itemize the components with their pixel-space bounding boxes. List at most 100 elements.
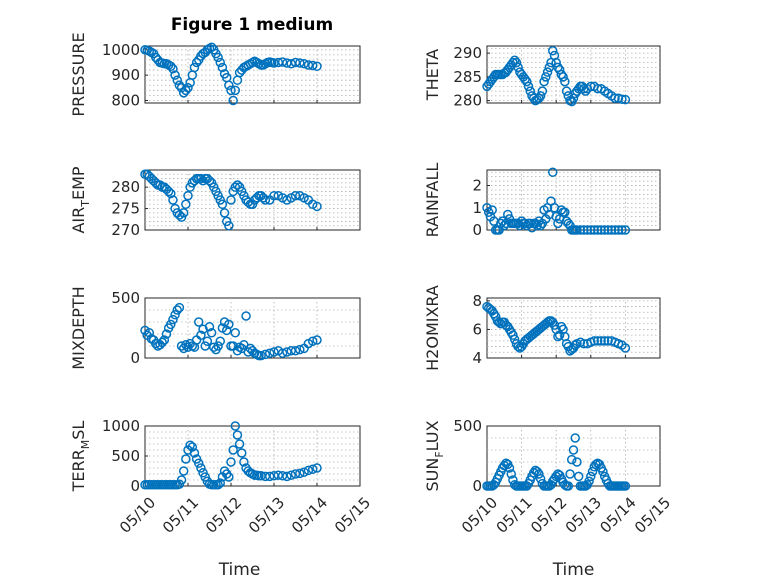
- data-point: [603, 225, 613, 235]
- data-point: [221, 325, 232, 336]
- data-point: [508, 330, 518, 340]
- data-point: [224, 472, 234, 482]
- data-point: [596, 225, 606, 235]
- y-axis-label-main: TERR: [69, 449, 88, 492]
- data-point: [174, 302, 185, 313]
- data-point: [194, 317, 204, 327]
- data-point: [312, 61, 322, 72]
- y-tick-label: 6: [472, 320, 482, 338]
- data-point: [610, 225, 620, 235]
- y-axis-label: THETA: [423, 49, 442, 101]
- y-tick-label: 285: [453, 68, 482, 86]
- y-axis-label: RAINFALL: [423, 163, 442, 238]
- data-point: [290, 469, 301, 479]
- data-point: [617, 94, 627, 104]
- data-point: [163, 186, 174, 197]
- y-axis-label: H2OMIXRA: [423, 285, 442, 371]
- data-point: [264, 348, 275, 358]
- data-point: [560, 207, 570, 217]
- data-point: [161, 329, 172, 339]
- data-point: [582, 225, 593, 235]
- figure-title: Figure 1 medium: [171, 15, 333, 35]
- data-point: [596, 336, 606, 346]
- data-point: [226, 195, 236, 205]
- data-point: [166, 61, 176, 72]
- data-point: [230, 421, 241, 431]
- data-point: [209, 342, 219, 352]
- data-point: [620, 481, 631, 491]
- data-point: [200, 341, 210, 351]
- data-point: [290, 57, 301, 68]
- data-point: [620, 225, 631, 235]
- data-point: [260, 195, 271, 205]
- y-tick-label: 270: [111, 221, 140, 239]
- data-point: [537, 86, 548, 96]
- data-point: [228, 95, 238, 106]
- data-point: [234, 439, 245, 449]
- data-point: [295, 468, 305, 479]
- data-point: [213, 341, 223, 351]
- data-point: [170, 70, 180, 80]
- data-point: [232, 180, 243, 190]
- y-axis-label-main: AIR: [69, 207, 88, 234]
- data-point: [312, 463, 322, 473]
- data-point: [620, 343, 631, 353]
- data-point: [196, 463, 206, 473]
- data-point: [277, 57, 288, 67]
- data-point: [567, 454, 577, 465]
- data-point: [570, 433, 580, 443]
- data-point: [181, 340, 191, 350]
- data-point: [181, 85, 191, 96]
- data-point: [159, 335, 170, 345]
- data-point: [282, 471, 292, 482]
- y-axis-label-subscript: T: [79, 200, 92, 208]
- data-point: [181, 199, 191, 210]
- subplot-5: 4 6 8 H2OMIXRA: [423, 285, 661, 371]
- data-point: [157, 337, 167, 348]
- data-point: [535, 220, 546, 231]
- x-axis-label: Time: [552, 560, 595, 580]
- y-axis-label-main: THETA: [423, 49, 442, 101]
- data-point: [237, 448, 247, 458]
- data-point: [219, 208, 230, 218]
- data-point: [606, 225, 617, 235]
- data-point: [290, 346, 301, 356]
- y-tick-label: 290: [453, 44, 482, 62]
- data-point: [241, 311, 251, 321]
- data-point: [224, 80, 234, 91]
- data-point: [260, 349, 271, 360]
- data-point: [174, 80, 185, 91]
- data-point: [547, 46, 558, 56]
- data-point: [226, 457, 236, 467]
- data-point: [204, 175, 215, 186]
- data-point: [610, 93, 620, 103]
- data-point: [539, 76, 549, 87]
- data-point: [282, 347, 292, 357]
- data-point: [560, 76, 570, 87]
- data-point: [183, 83, 193, 93]
- data-point: [617, 225, 627, 235]
- data-point: [613, 225, 624, 235]
- data-point: [168, 195, 178, 205]
- data-point: [230, 85, 241, 96]
- data-point: [580, 86, 591, 96]
- y-axis-label-main: PRESSURE: [69, 32, 88, 116]
- data-point: [522, 76, 532, 87]
- data-point: [172, 75, 182, 85]
- data-point: [194, 458, 204, 468]
- data-point: [185, 440, 195, 450]
- data-point: [295, 344, 305, 355]
- y-axis-label-subscript: F: [433, 451, 446, 457]
- y-tick-label: 275: [111, 200, 140, 218]
- y-tick-label: 2: [472, 177, 482, 195]
- y-axis-label-main: RAINFALL: [423, 163, 442, 238]
- data-point: [620, 94, 631, 105]
- data-point: [573, 471, 584, 482]
- data-point: [191, 57, 202, 68]
- y-tick-label: 280: [453, 92, 482, 110]
- data-point: [168, 64, 178, 74]
- data-point: [586, 225, 596, 235]
- data-point: [273, 470, 284, 480]
- y-tick-label: 4: [472, 349, 482, 367]
- data-point: [206, 42, 217, 53]
